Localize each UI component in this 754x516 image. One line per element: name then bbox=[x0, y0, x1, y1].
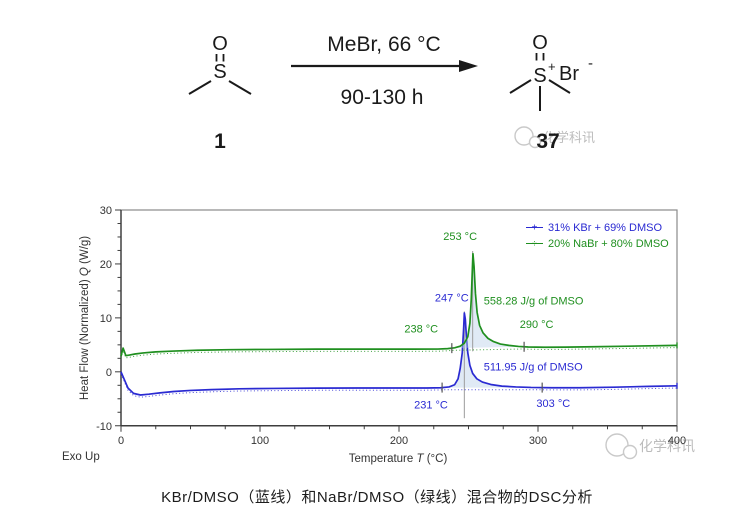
integration-baseline-0 bbox=[120, 373, 678, 398]
legend-marker-glyph: + bbox=[532, 223, 538, 234]
watermark-top: 化学科讯 bbox=[514, 126, 595, 149]
reaction-arrow-group: MeBr, 66 °C 90-130 h bbox=[291, 33, 478, 109]
y-tick-label: 10 bbox=[100, 313, 112, 325]
product-structure: O S + Br - 37 bbox=[509, 32, 593, 153]
reaction-scheme: O S 1 MeBr, 66 °C 90-130 h 化学科讯 O S bbox=[188, 32, 595, 153]
watermark-logo bbox=[605, 433, 629, 457]
annotation: 511.95 J/g of DMSO bbox=[484, 361, 583, 373]
legend: +31% KBr + 69% DMSO ÷ 20% NaBr + 80% DMSO bbox=[526, 222, 669, 250]
y-tick-label: -10 bbox=[96, 421, 112, 433]
compound-number-1: 1 bbox=[214, 130, 226, 153]
x-tick-label: 300 bbox=[529, 435, 547, 447]
conditions-bottom: 90-130 h bbox=[341, 86, 424, 109]
x-tick-label: 400 bbox=[668, 435, 686, 447]
exo-up-note: Exo Up bbox=[62, 451, 100, 463]
watermark-logo bbox=[622, 444, 638, 460]
methyl-bond bbox=[188, 80, 212, 95]
y-tick-label: 30 bbox=[100, 205, 112, 217]
legend-marker-glyph: ÷ bbox=[532, 239, 538, 250]
bromide-anion: Br bbox=[559, 63, 579, 85]
peak-annotations: 253 °C 247 °C 558.28 J/g of DMSO 238 °C 290 … bbox=[404, 231, 584, 412]
annotation: 247 °C bbox=[435, 292, 469, 304]
dsc-curve-0 bbox=[120, 312, 678, 396]
annotation: 253 °C bbox=[443, 231, 477, 243]
y-tick-label: 0 bbox=[106, 367, 112, 379]
legend-label: 20% NaBr + 80% DMSO bbox=[548, 238, 669, 250]
x-axis-title: Temperature T (°C) bbox=[349, 453, 448, 465]
product-oxygen: O bbox=[532, 32, 548, 54]
annotation: 290 °C bbox=[520, 319, 554, 331]
y-tick-label: 20 bbox=[100, 259, 112, 271]
methyl-bond bbox=[548, 79, 571, 94]
reactant-sulfur: S bbox=[213, 61, 226, 83]
annotation: 231 °C bbox=[414, 400, 448, 412]
watermark-text: 化学科讯 bbox=[639, 438, 695, 454]
axis-ticks bbox=[115, 209, 678, 432]
dsc-chart: Heat Flow (Normalized) Q (W/g) Temperatu… bbox=[62, 205, 695, 465]
annotation: 238 °C bbox=[404, 324, 438, 336]
peak-area-0 bbox=[442, 313, 543, 388]
watermark-bottom: 化学科讯 bbox=[605, 433, 695, 460]
axis-tick-labels: 0 100 200 300 400 -10 0 10 20 30 bbox=[96, 205, 686, 447]
y-axis-title: Heat Flow (Normalized) Q (W/g) bbox=[79, 236, 91, 400]
watermark-logo bbox=[528, 135, 542, 149]
compound-number-37: 37 bbox=[536, 130, 559, 153]
watermark-logo bbox=[514, 126, 534, 146]
sulfonium-charge: + bbox=[548, 59, 556, 74]
reactant-oxygen: O bbox=[212, 33, 228, 55]
legend-label: 31% KBr + 69% DMSO bbox=[548, 222, 662, 234]
x-tick-label: 200 bbox=[390, 435, 408, 447]
x-tick-label: 0 bbox=[118, 435, 124, 447]
reactant-structure: O S 1 bbox=[188, 33, 252, 153]
arrowhead bbox=[459, 60, 478, 72]
methyl-bond bbox=[509, 79, 532, 94]
annotation: 303 °C bbox=[536, 398, 570, 410]
integration-baseline-1 bbox=[120, 347, 678, 359]
conditions-top: MeBr, 66 °C bbox=[327, 33, 440, 56]
x-tick-label: 100 bbox=[251, 435, 269, 447]
product-sulfur: S bbox=[533, 65, 546, 87]
methyl-bond bbox=[228, 80, 252, 95]
watermark-text: 化学科讯 bbox=[543, 130, 595, 145]
annotation: 558.28 J/g of DMSO bbox=[484, 296, 584, 308]
figure-caption: KBr/DMSO（蓝线）和NaBr/DMSO（绿线）混合物的DSC分析 bbox=[161, 489, 593, 506]
dsc-curve-1 bbox=[120, 252, 678, 357]
bromide-charge: - bbox=[588, 55, 593, 72]
